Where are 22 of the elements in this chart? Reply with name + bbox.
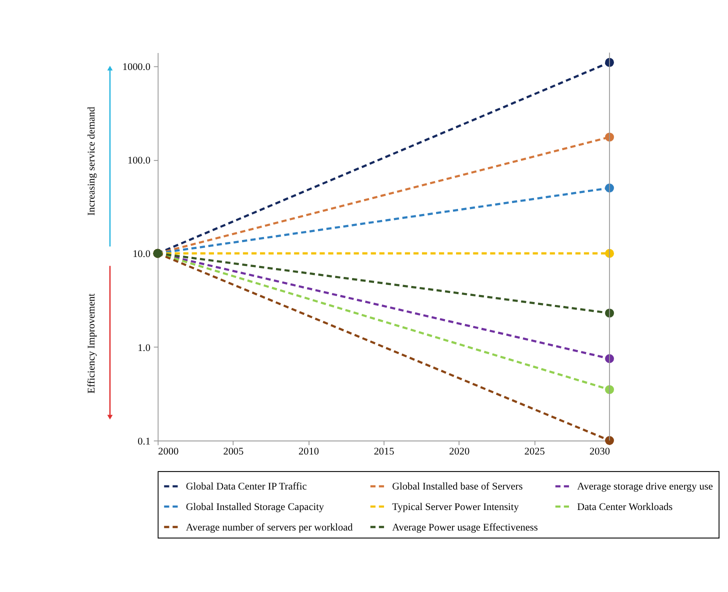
legend-label: Average number of servers per workload	[186, 522, 353, 534]
x-tick-label: 2005	[223, 446, 244, 458]
legend-label: Average Power usage Effectiveness	[392, 522, 538, 534]
x-tick-label: 2010	[298, 446, 319, 458]
legend-label: Global Data Center IP Traffic	[186, 482, 308, 493]
legend-label: Global Installed base of Servers	[392, 482, 523, 493]
text: Efficiency Improvement	[86, 293, 98, 394]
x-tick-label: 2030	[589, 446, 610, 458]
text: Increasing service demand	[86, 106, 98, 216]
legend-label: Global Installed Storage Capacity	[186, 502, 325, 513]
y-tick-label: 0.1	[138, 436, 150, 448]
y-tick-label: 1.0	[138, 342, 150, 354]
x-tick-label: 2025	[524, 446, 545, 458]
y-tick-label: 100.0	[127, 156, 150, 167]
legend-label: Typical Server Power Intensity	[392, 502, 520, 513]
y-tick-label: 10.0	[132, 249, 150, 260]
legend-label: Data Center Workloads	[577, 502, 673, 513]
legend-label: Average storage drive energy use	[577, 482, 714, 493]
x-tick-label: 2000	[158, 446, 179, 458]
x-tick-label: 2020	[449, 446, 470, 458]
x-tick-label: 2015	[374, 446, 394, 458]
y-tick-label: 1000.0	[122, 62, 150, 74]
